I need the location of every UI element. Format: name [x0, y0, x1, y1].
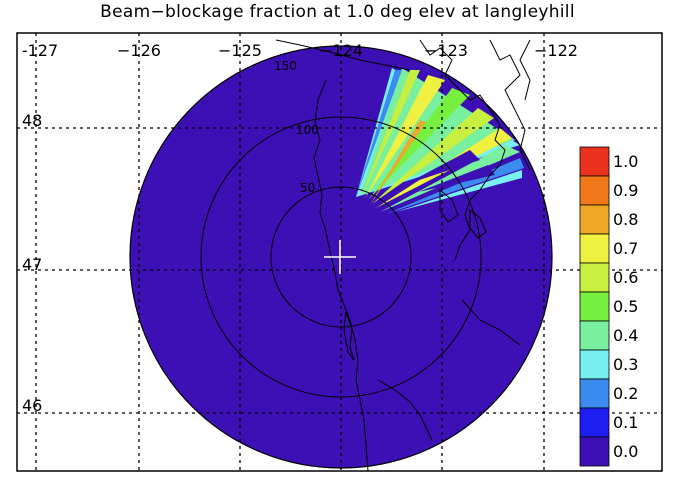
- colorbar-swatch: [579, 320, 610, 351]
- colorbar-label: 0.6: [613, 268, 638, 287]
- colorbar: 1.0 0.9 0.8 0.7 0.6 0.5 0.4 0.3 0.2 0.1 0.0: [579, 146, 638, 467]
- colorbar-label: 0.1: [613, 413, 638, 432]
- ring-label: 150: [274, 59, 297, 73]
- lon-tick-label: −122: [534, 41, 578, 60]
- colorbar-label: 0.5: [613, 297, 638, 316]
- ring-label: 50: [300, 181, 315, 195]
- colorbar-swatch: [579, 349, 610, 380]
- colorbar-swatch: [579, 204, 610, 235]
- colorbar-label: 0.9: [613, 181, 638, 200]
- plot-frame: [16, 32, 663, 472]
- ring-label: 100: [296, 123, 319, 137]
- blockage-wedge: [355, 68, 524, 214]
- colorbar-label: 0.2: [613, 384, 638, 403]
- colorbar-label: 0.0: [613, 442, 638, 461]
- colorbar-swatch: [579, 378, 610, 409]
- colorbar-label: 0.4: [613, 326, 638, 345]
- colorbar-swatch: [579, 233, 610, 264]
- latitude-labels: 48 47 46: [22, 111, 42, 415]
- plot-title: Beam−blockage fraction at 1.0 deg elev a…: [100, 2, 575, 22]
- colorbar-swatch: [579, 407, 610, 438]
- lat-tick-label: 46: [22, 396, 42, 415]
- lat-tick-label: 48: [22, 111, 42, 130]
- coastlines: [275, 39, 531, 471]
- colorbar-label: 0.3: [613, 355, 638, 374]
- longitude-labels: -127 −126 −125 −124 −123 −122: [22, 41, 578, 60]
- colorbar-swatch: [579, 175, 610, 206]
- colorbar-label: 0.7: [613, 239, 638, 258]
- colorbar-swatch: [579, 262, 610, 293]
- colorbar-label: 1.0: [613, 152, 638, 171]
- lon-tick-label: -127: [22, 41, 58, 60]
- lon-tick-label: −126: [117, 41, 161, 60]
- range-ring-labels: 50 100 150: [274, 59, 319, 195]
- colorbar-swatch: [579, 291, 610, 322]
- lon-tick-label: −124: [319, 41, 363, 60]
- lon-tick-label: −123: [424, 41, 468, 60]
- colorbar-swatch: [579, 436, 610, 467]
- lon-tick-label: −125: [218, 41, 262, 60]
- lat-tick-label: 47: [22, 255, 42, 274]
- colorbar-swatch: [579, 146, 610, 177]
- colorbar-label: 0.8: [613, 210, 638, 229]
- radar-site-marker: [324, 240, 356, 274]
